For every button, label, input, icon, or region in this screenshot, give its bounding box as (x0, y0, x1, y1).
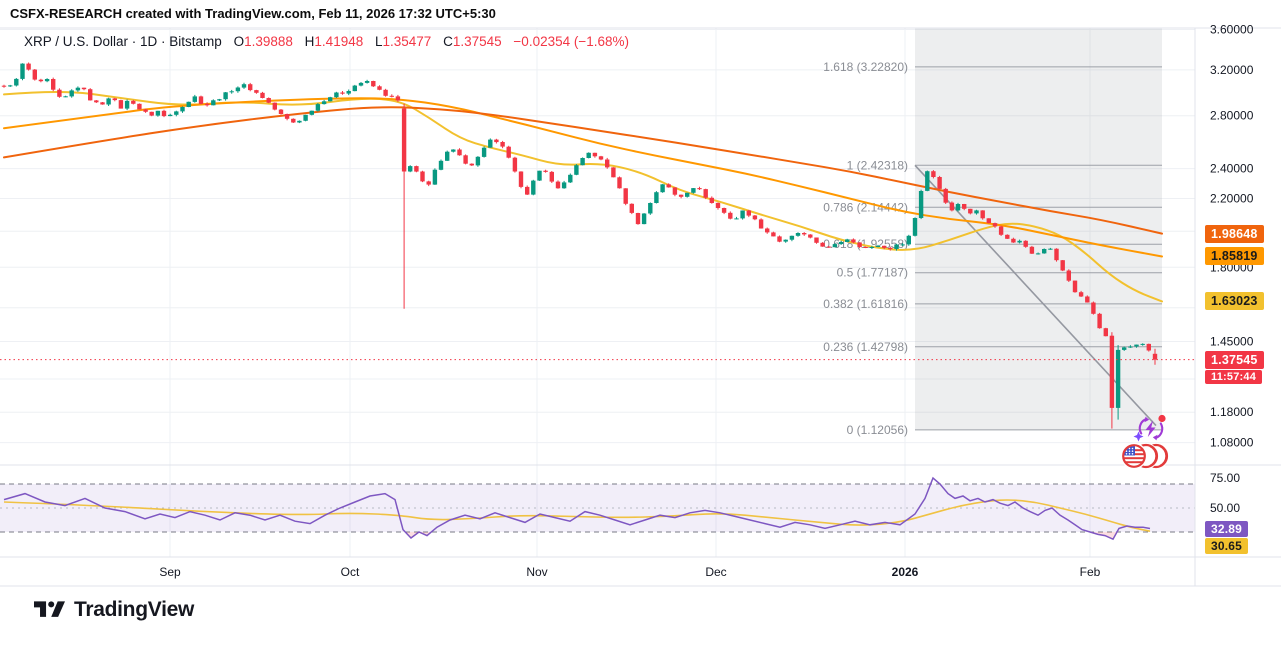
fib-level-label: 0.786 (2.14442) (823, 200, 908, 214)
price-tick: 3.20000 (1210, 63, 1254, 77)
ma-slow-orange (3, 106, 1163, 235)
rsi-tick: 75.00 (1210, 471, 1240, 485)
rsi-ma-value-label: 30.65 (1205, 538, 1249, 554)
attribution-text: CSFX-RESEARCH created with TradingView.c… (10, 6, 496, 21)
pane-borders (0, 27, 1281, 587)
price-tick: 1.45000 (1210, 335, 1254, 349)
fib-level-label: 0.382 (1.61816) (823, 297, 908, 311)
grid (0, 28, 1195, 557)
ma-amber-price-label: 1.85819 (1205, 247, 1264, 265)
high-value: 1.41948 (314, 34, 364, 49)
fib-retracement[interactable]: 1.618 (3.22820) 1 (2.42318) 0.786 (2.14442… (823, 28, 1162, 437)
price-axis[interactable]: 3.600003.200002.800002.400002.200001.800… (1210, 23, 1254, 516)
tradingview-logo[interactable]: TradingView (34, 597, 194, 623)
fib-level-label: 1.618 (3.22820) (823, 60, 908, 74)
low-label: L (375, 34, 383, 49)
rsi-ma-line (3, 499, 1151, 532)
time-tick: Oct (341, 565, 360, 579)
low-value: 1.35477 (382, 34, 432, 49)
time-tick: Sep (159, 565, 181, 579)
price-tick: 3.60000 (1210, 23, 1254, 37)
fib-level-label: 0.236 (1.42798) (823, 340, 908, 354)
symbol-title[interactable]: XRP / U.S. Dollar · 1D · Bitstamp (24, 34, 222, 49)
price-tick: 1.18000 (1210, 405, 1254, 419)
fib-level-label: 0.5 (1.77187) (837, 266, 908, 280)
price-tick: 2.80000 (1210, 109, 1254, 123)
ma-yellow-price-label: 1.63023 (1205, 292, 1264, 310)
ma-orange-price-label: 1.98648 (1205, 225, 1264, 243)
economic-event-lightning-icon[interactable] (1132, 411, 1168, 447)
ma-mid-amber (3, 97, 1163, 258)
tradingview-logo-text: TradingView (74, 598, 195, 621)
bar-countdown-label: 11:57:44 (1205, 370, 1263, 384)
last-price-label: 1.37545 (1205, 351, 1264, 369)
moving-averages (3, 90, 1163, 303)
time-tick: Nov (526, 565, 547, 579)
ma-fast-yellow (3, 90, 1163, 303)
rsi-tick: 50.00 (1210, 501, 1240, 515)
price-tick: 2.20000 (1210, 192, 1254, 206)
change-value: −0.02354 (−1.68%) (513, 34, 630, 49)
price-tick: 2.40000 (1210, 162, 1254, 176)
high-label: H (304, 34, 315, 49)
open-label: O (233, 34, 245, 49)
chart-legend[interactable]: XRP / U.S. Dollar · 1D · Bitstamp O1.398… (24, 34, 629, 49)
fib-level-label: 0 (1.12056) (847, 423, 908, 437)
open-value: 1.39888 (244, 34, 293, 49)
candlestick-series[interactable] (1, 62, 1158, 429)
close-value: 1.37545 (452, 34, 502, 49)
time-tick: Feb (1080, 565, 1101, 579)
flag-coin-front (1120, 442, 1148, 470)
tradingview-logo-icon (34, 601, 65, 617)
fib-level-label: 1 (2.42318) (847, 158, 908, 172)
time-axis[interactable]: Sep Oct Nov Dec 2026 Feb (159, 565, 1100, 579)
time-tick: 2026 (892, 565, 919, 579)
close-label: C (443, 34, 453, 49)
price-tick: 1.08000 (1210, 436, 1254, 450)
rsi-pane[interactable] (0, 476, 1195, 541)
time-tick: Dec (705, 565, 726, 579)
rsi-line (3, 476, 1151, 541)
rsi-value-label: 32.89 (1205, 521, 1249, 537)
us-flag-events-icon[interactable] (1119, 441, 1175, 471)
